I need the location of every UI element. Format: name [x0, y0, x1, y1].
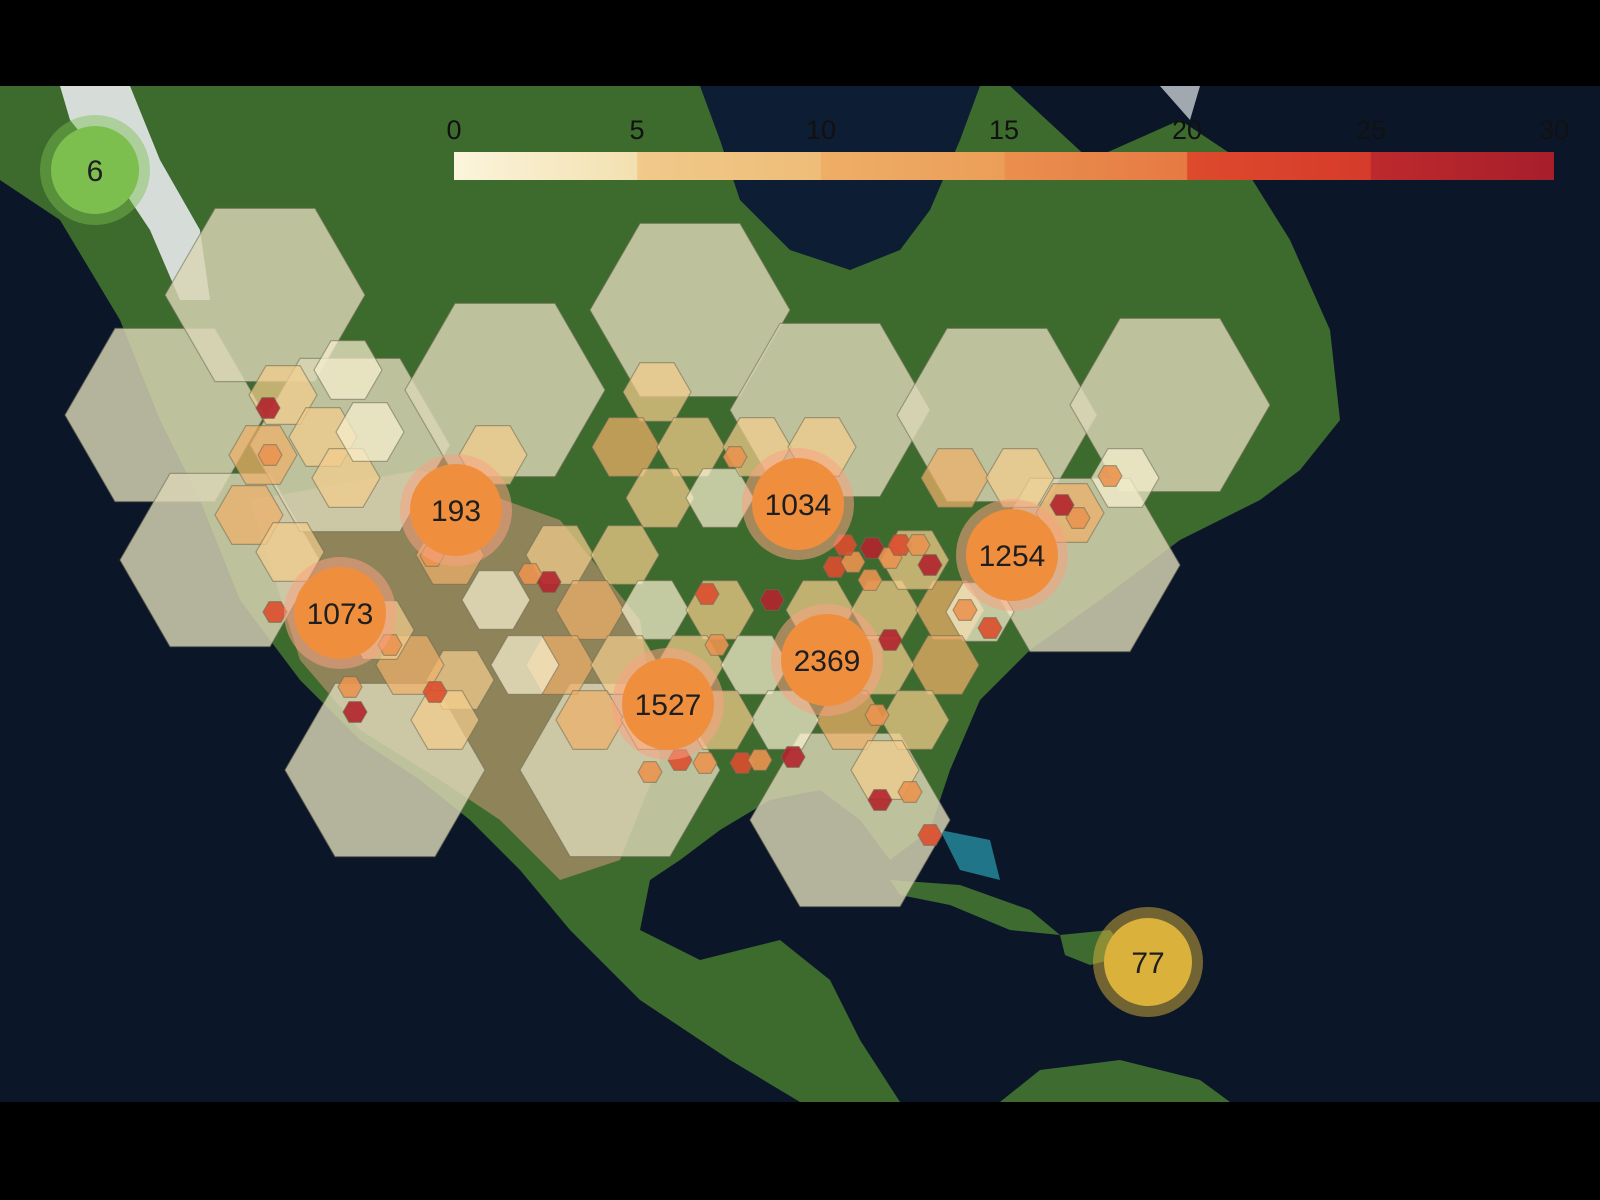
- bahamas-shallows: [940, 830, 1000, 880]
- legend-tick: 20: [1172, 115, 1202, 145]
- hex-bin-small[interactable]: [857, 568, 883, 592]
- legend-tick: 10: [806, 115, 836, 145]
- hex-bin-medium[interactable]: [410, 689, 480, 751]
- cluster-count: 1527: [635, 689, 702, 722]
- cluster-count: 2369: [794, 645, 861, 678]
- hex-bin-medium[interactable]: [1090, 448, 1160, 508]
- cluster-marker-orange[interactable]: 1073: [284, 557, 396, 669]
- legend-tick: 5: [629, 115, 644, 145]
- greenland-edge: [1160, 86, 1200, 120]
- cluster-count: 193: [431, 495, 481, 528]
- hex-bin-small[interactable]: [867, 788, 893, 812]
- cluster-marker-orange[interactable]: 193: [400, 454, 512, 566]
- hex-bin-small[interactable]: [747, 748, 773, 772]
- cluster-count: 6: [87, 155, 104, 188]
- hex-bin-small[interactable]: [780, 745, 806, 769]
- hex-bin-small[interactable]: [905, 533, 931, 557]
- hex-bin-small[interactable]: [729, 751, 755, 775]
- legend-bar: [454, 152, 1554, 180]
- hex-bin-small[interactable]: [897, 780, 923, 804]
- south-america-coast: [1000, 1060, 1230, 1102]
- hex-bin-small[interactable]: [694, 582, 720, 606]
- cluster-marker-orange[interactable]: 1254: [956, 499, 1068, 611]
- hex-bin-small[interactable]: [692, 751, 718, 775]
- hex-bin-small[interactable]: [337, 675, 363, 699]
- hex-bin-small[interactable]: [704, 633, 730, 657]
- cluster-markers[interactable]: 6 193 1034 1254 1073 2369: [40, 115, 1203, 1017]
- hex-bin-small[interactable]: [342, 700, 368, 724]
- hex-bin-small[interactable]: [1097, 465, 1123, 487]
- hex-bin-small[interactable]: [262, 600, 288, 624]
- hex-bin-small[interactable]: [877, 628, 903, 652]
- hex-bin-small[interactable]: [637, 760, 663, 784]
- hex-bin-small[interactable]: [952, 598, 978, 622]
- hex-bin-small[interactable]: [840, 550, 866, 574]
- hex-bin-small[interactable]: [1065, 507, 1091, 530]
- hex-bin-small[interactable]: [977, 616, 1003, 640]
- hex-bin-medium[interactable]: [625, 468, 695, 529]
- legend-colorbar: 0 5 10 15 20 25 30: [446, 115, 1569, 180]
- hex-bin-medium[interactable]: [461, 569, 531, 631]
- hex-bin-medium[interactable]: [555, 689, 625, 751]
- legend-tick: 0: [446, 115, 461, 145]
- hex-bin-small[interactable]: [917, 553, 943, 577]
- hex-bin-medium[interactable]: [313, 340, 383, 400]
- cluster-marker-yellow[interactable]: 77: [1093, 907, 1203, 1017]
- hex-bin-medium[interactable]: [920, 448, 990, 508]
- legend-tick: 25: [1356, 115, 1386, 145]
- cluster-marker-green[interactable]: 6: [40, 115, 150, 225]
- legend-tick: 15: [989, 115, 1019, 145]
- hex-bin-medium[interactable]: [335, 402, 405, 462]
- cluster-marker-orange[interactable]: 1034: [742, 448, 854, 560]
- hex-bin-small[interactable]: [257, 444, 283, 466]
- hex-bin-small[interactable]: [759, 588, 785, 612]
- cluster-marker-orange[interactable]: 1527: [612, 648, 724, 760]
- hex-bin-small[interactable]: [422, 680, 448, 704]
- hex-bin-small[interactable]: [864, 703, 890, 727]
- cluster-count: 1034: [765, 489, 832, 522]
- hex-bin-medium[interactable]: [490, 634, 560, 696]
- cluster-count: 1073: [307, 598, 374, 631]
- cuba: [890, 880, 1060, 935]
- cluster-count: 1254: [979, 540, 1046, 573]
- legend-tick: 30: [1539, 115, 1569, 145]
- cluster-marker-orange[interactable]: 2369: [771, 604, 883, 716]
- hex-bin-small[interactable]: [722, 446, 748, 468]
- hex-bin-small[interactable]: [517, 562, 543, 586]
- hex-bin-small[interactable]: [255, 397, 281, 419]
- legend-ticks: 0 5 10 15 20 25 30: [446, 115, 1569, 145]
- cluster-count: 77: [1131, 947, 1164, 980]
- hex-bin-small[interactable]: [917, 823, 943, 847]
- hex-bin-small[interactable]: [1049, 494, 1075, 517]
- hex-bin-large[interactable]: [404, 302, 606, 478]
- hex-bin-small[interactable]: [887, 533, 913, 557]
